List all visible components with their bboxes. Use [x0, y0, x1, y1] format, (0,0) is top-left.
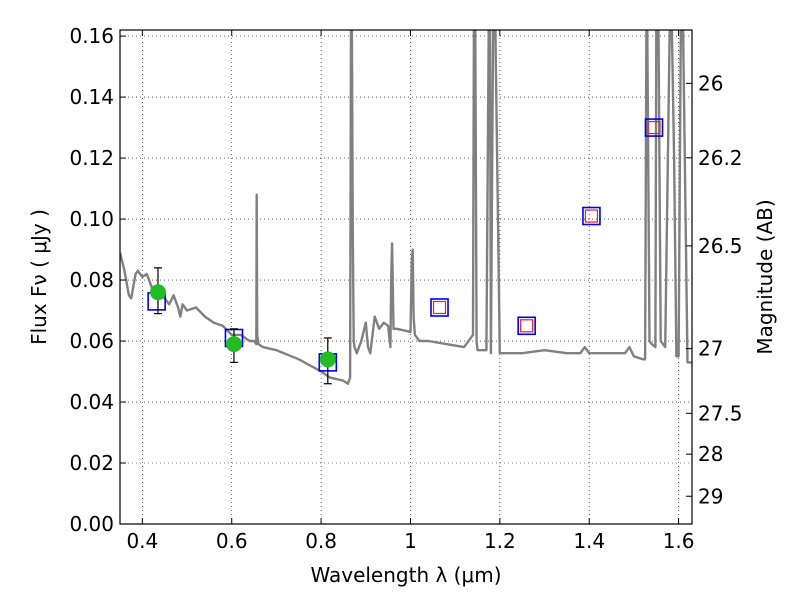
x-tick-label: 1.2 [484, 529, 516, 553]
y-tick-label: 0.10 [69, 207, 114, 231]
y-tick-label: 0.02 [69, 451, 114, 475]
x-tick-label: 0.4 [126, 529, 158, 553]
y-tick-label: 0.08 [69, 268, 114, 292]
right-tick-label: 29 [698, 484, 723, 508]
y-tick-label: 0.06 [69, 329, 114, 353]
y-tick-label: 0.12 [69, 146, 114, 170]
predicted-flux-square [520, 319, 534, 333]
x-tick-label: 0.6 [216, 529, 248, 553]
observed-flux-point [225, 336, 242, 353]
model-flux-square [430, 298, 449, 317]
model-flux-square [517, 316, 536, 336]
right-tick-label: 26.5 [698, 234, 743, 258]
x-tick-label: 1 [404, 529, 417, 553]
predicted-flux-square [432, 300, 447, 315]
observed-flux-point [319, 351, 336, 368]
right-axis-label: Magnitude (AB) [753, 199, 777, 354]
spectrum-line [120, 30, 692, 385]
y-axis-ticks: 0.00 0.02 0.04 0.06 0.08 0.10 0.12 0.14 0.16 [69, 24, 126, 536]
x-axis-label: Wavelength λ (μm) [310, 563, 501, 587]
x-tick-label: 1.6 [663, 529, 695, 553]
x-tick-label: 0.8 [305, 529, 337, 553]
plot-area [120, 30, 692, 385]
predicted-flux-square [647, 120, 661, 135]
y-tick-label: 0.14 [69, 85, 114, 109]
y-tick-label: 0.00 [69, 512, 114, 536]
y-tick-label: 0.16 [69, 24, 114, 48]
plot-background [120, 30, 692, 524]
y-tick-label: 0.04 [69, 390, 114, 414]
predicted-flux-square [584, 209, 599, 223]
right-axis-ticks: 26 26.2 26.5 27 27.5 28 29 [686, 71, 743, 508]
x-axis-ticks: 0.4 0.6 0.8 1 1.2 1.4 1.6 [126, 30, 695, 553]
right-tick-label: 26.2 [698, 146, 743, 170]
y-axis-label: Flux Fν ( μJy ) [27, 209, 51, 345]
right-tick-label: 27 [698, 337, 723, 361]
observed-flux-point [149, 284, 166, 301]
right-tick-label: 26 [698, 71, 723, 95]
model-flux-square [582, 206, 601, 226]
right-tick-label: 27.5 [698, 401, 743, 425]
right-tick-label: 28 [698, 442, 723, 466]
plot-frame [119, 29, 693, 525]
x-tick-label: 1.4 [573, 529, 605, 553]
model-flux-square [644, 118, 664, 137]
